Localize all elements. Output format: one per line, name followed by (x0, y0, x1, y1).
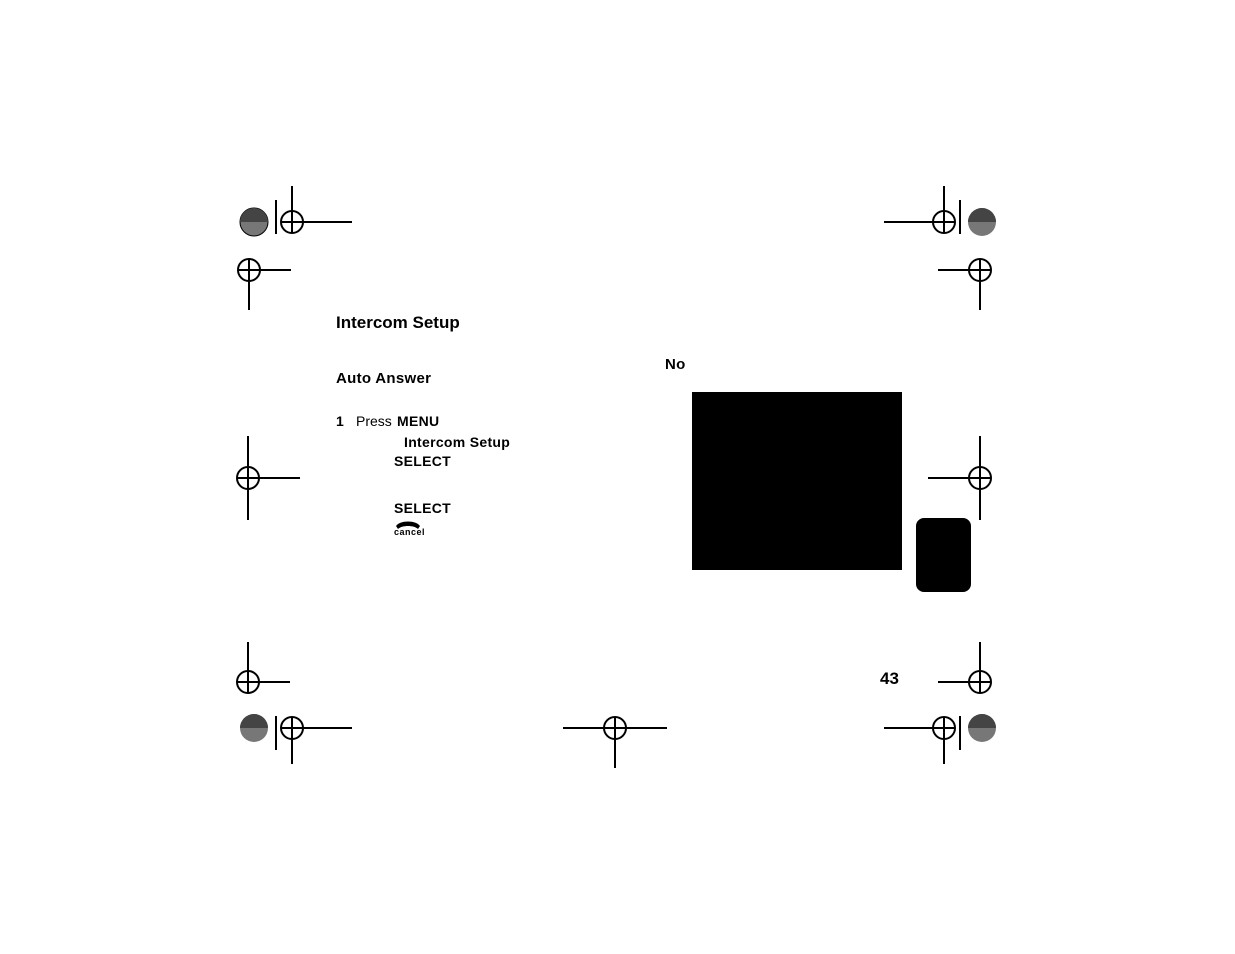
select-label-2: SELECT (394, 500, 451, 516)
figure-block (692, 392, 902, 570)
step-number: 1 (336, 413, 344, 429)
subheading-auto-answer: Auto Answer (336, 370, 431, 387)
step-press-text: Press (356, 413, 392, 429)
crop-mark-bottom-right (870, 640, 1030, 775)
crop-mark-top-right (870, 182, 1030, 317)
crop-mark-bottom-center (555, 686, 675, 775)
crop-mark-top-left (218, 182, 368, 317)
select-label-1: SELECT (394, 453, 451, 469)
intercom-setup-label: Intercom Setup (404, 434, 510, 450)
no-label: No (665, 356, 686, 373)
crop-mark-left-mid (206, 436, 326, 525)
phone-handset-icon (394, 517, 422, 527)
crop-mark-bottom-left (208, 640, 368, 775)
menu-label: MENU (397, 413, 439, 429)
side-tab-block (916, 518, 971, 592)
cancel-label: cancel (394, 527, 425, 537)
crop-mark-right-mid (920, 436, 1040, 525)
